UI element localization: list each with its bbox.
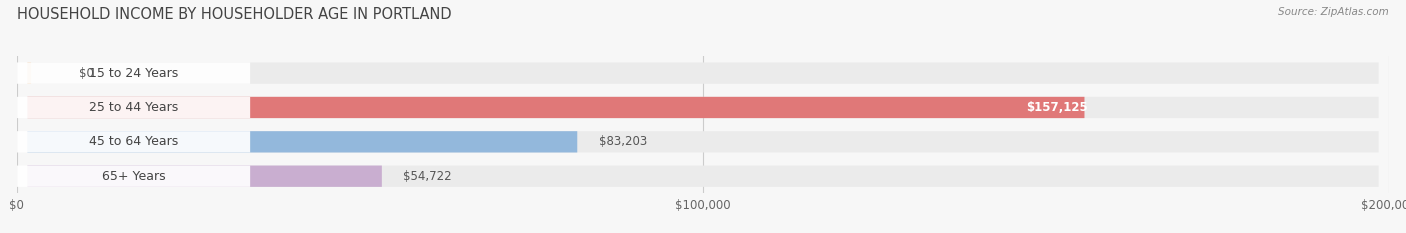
Text: 25 to 44 Years: 25 to 44 Years — [89, 101, 179, 114]
FancyBboxPatch shape — [27, 131, 578, 152]
FancyBboxPatch shape — [17, 166, 250, 187]
FancyBboxPatch shape — [27, 166, 382, 187]
FancyBboxPatch shape — [17, 62, 250, 84]
FancyBboxPatch shape — [17, 97, 250, 118]
FancyBboxPatch shape — [27, 166, 1379, 187]
Text: $83,203: $83,203 — [599, 135, 647, 148]
FancyBboxPatch shape — [27, 62, 31, 84]
FancyBboxPatch shape — [27, 97, 1379, 118]
Text: $0: $0 — [79, 67, 94, 80]
Text: $157,125: $157,125 — [1026, 101, 1088, 114]
Text: 15 to 24 Years: 15 to 24 Years — [89, 67, 179, 80]
Text: Source: ZipAtlas.com: Source: ZipAtlas.com — [1278, 7, 1389, 17]
FancyBboxPatch shape — [27, 62, 1379, 84]
FancyBboxPatch shape — [17, 131, 250, 152]
Text: 45 to 64 Years: 45 to 64 Years — [89, 135, 179, 148]
Text: $54,722: $54,722 — [404, 170, 451, 183]
Text: HOUSEHOLD INCOME BY HOUSEHOLDER AGE IN PORTLAND: HOUSEHOLD INCOME BY HOUSEHOLDER AGE IN P… — [17, 7, 451, 22]
FancyBboxPatch shape — [27, 97, 1084, 118]
FancyBboxPatch shape — [27, 131, 1379, 152]
Text: 65+ Years: 65+ Years — [101, 170, 166, 183]
